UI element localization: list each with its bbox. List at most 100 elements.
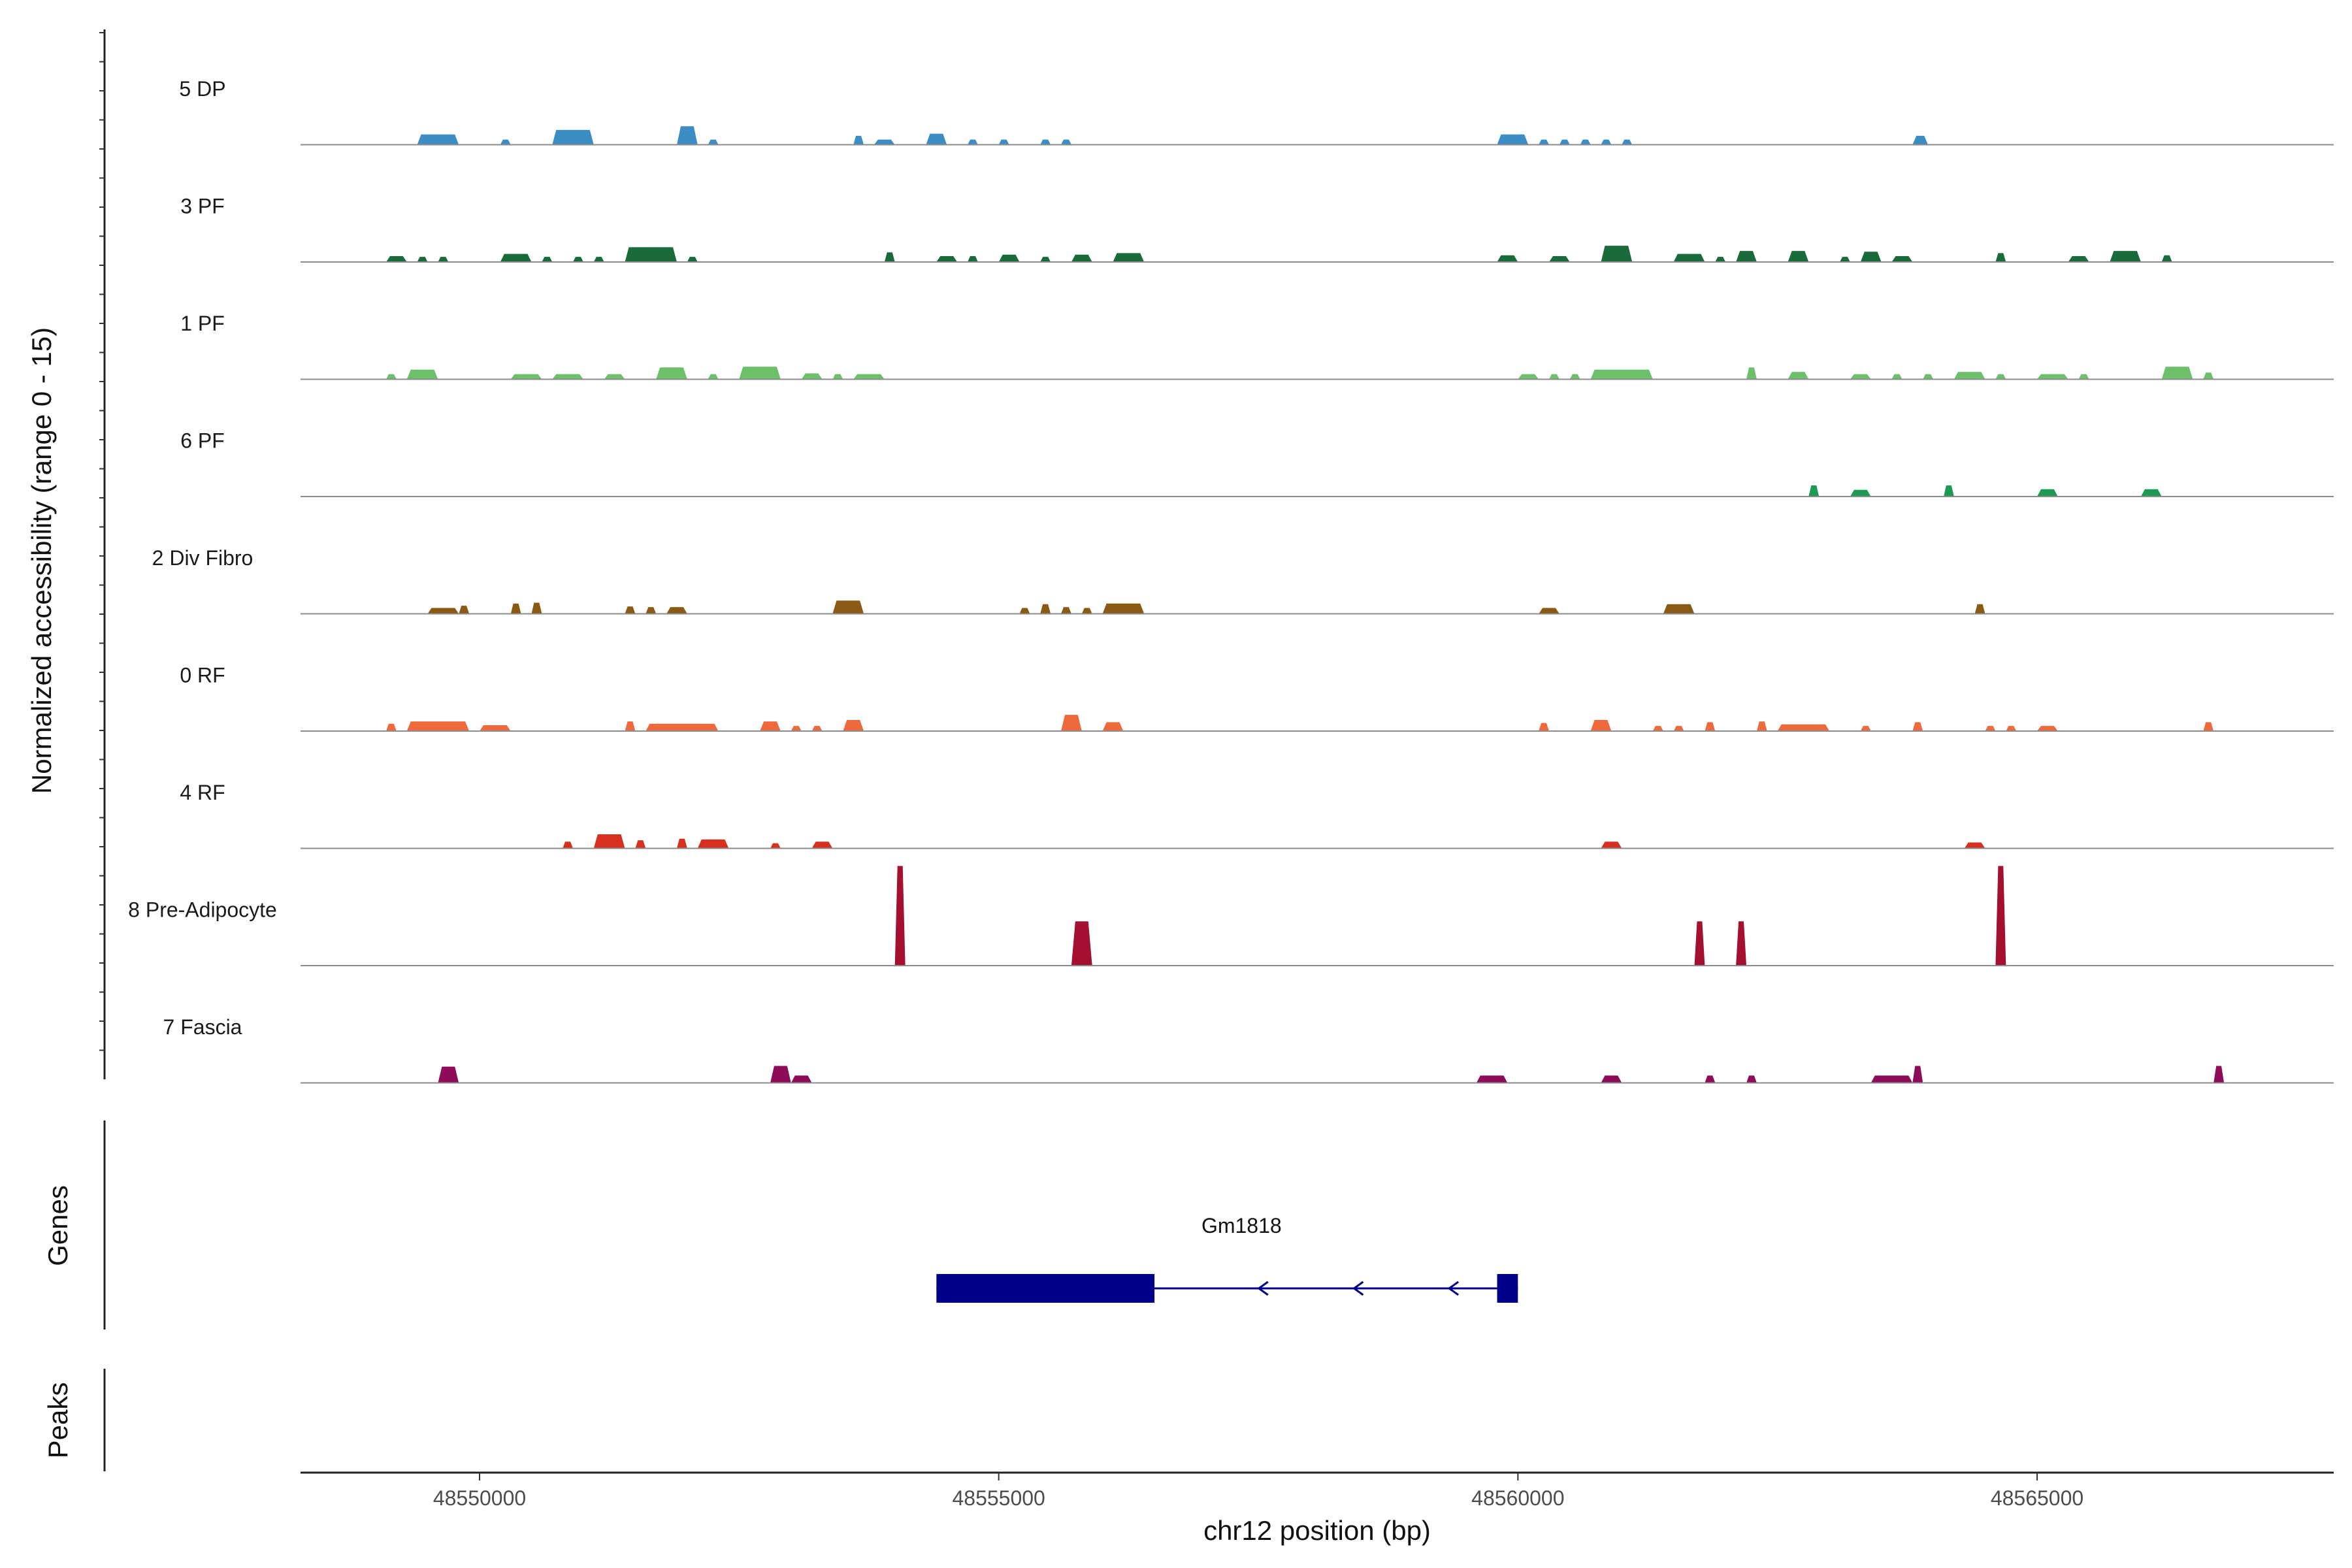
track-label: 2 Div Fibro: [152, 546, 253, 570]
x-tick-label: 48565000: [1991, 1486, 2083, 1510]
coverage-peak: [791, 1075, 812, 1083]
track-7-fascia: 7 Fascia: [163, 1015, 2334, 1084]
coverage-peak: [1923, 374, 1934, 380]
track-0-rf: 0 RF: [180, 664, 2334, 732]
coverage-peak: [708, 374, 719, 380]
coverage-peak: [1860, 252, 1882, 262]
coverage-peak: [1601, 1075, 1622, 1083]
coverage-peak: [2110, 251, 2141, 262]
coverage-peak: [1569, 374, 1580, 380]
coverage-peak: [500, 253, 532, 262]
coverage-peak: [1788, 251, 1809, 262]
coverage-peak: [739, 367, 781, 380]
coverage-peak: [2068, 256, 2089, 262]
coverage-peak: [1694, 921, 1705, 966]
x-tick-label: 48555000: [952, 1486, 1045, 1510]
coverage-peak: [1071, 921, 1092, 966]
coverage-peak: [832, 374, 843, 380]
coverage-peak: [770, 843, 781, 849]
coverage-peak: [438, 257, 449, 262]
coverage-peak: [1102, 722, 1124, 731]
coverage-peak: [1081, 608, 1092, 614]
coverage-peak: [1601, 139, 1612, 145]
coverage-peak: [697, 839, 729, 849]
coverage-peak: [604, 374, 625, 380]
coverage-peak: [500, 139, 511, 145]
coverage-peak: [552, 129, 594, 145]
coverage-peak: [656, 367, 687, 380]
coverage-peak: [1912, 1066, 1923, 1083]
coverage-peak: [1673, 726, 1684, 731]
coverage-peak: [406, 721, 470, 731]
coverage-peak: [1860, 726, 1871, 731]
track-1-pf: 1 PF: [180, 312, 2334, 380]
coverage-peak: [1590, 720, 1612, 731]
coverage-tracks: 5 DP 3 PF 1 PF 6 PF 2 Div Fibro 0 RF 4 RF 8 Pre…: [128, 77, 2334, 1084]
gene-gm1818: Gm1818: [936, 1214, 1518, 1303]
x-tick-label: 48560000: [1471, 1486, 1564, 1510]
coverage-peak: [573, 257, 583, 262]
coverage-peak: [1673, 253, 1705, 262]
coverage-peak: [926, 133, 947, 145]
coverage-peak: [1912, 135, 1929, 145]
coverage-peak: [1497, 134, 1529, 145]
coverage-peak: [666, 607, 687, 614]
coverage-peak: [625, 606, 636, 614]
coverage-peak: [1113, 253, 1145, 262]
coverage-peak: [1580, 139, 1591, 145]
coverage-peak: [843, 720, 864, 731]
coverage-peak: [1891, 256, 1913, 262]
coverage-peak: [884, 252, 895, 262]
coverage-peak: [2006, 726, 2017, 731]
coverage-peak: [510, 603, 521, 614]
coverage-peak: [1040, 139, 1051, 145]
coverage-peak: [417, 134, 459, 145]
coverage-peak: [635, 840, 646, 849]
coverage-peak: [1788, 372, 1809, 380]
coverage-peak: [625, 247, 677, 262]
coverage-peak: [1549, 256, 1570, 262]
coverage-peak: [1995, 374, 2006, 380]
coverage-peak: [1715, 257, 1726, 262]
coverage-peak: [853, 374, 885, 380]
coverage-peak: [998, 254, 1020, 262]
coverage-peak: [936, 256, 958, 262]
coverage-peak: [625, 721, 636, 731]
coverage-peak: [427, 608, 459, 614]
coverage-peak: [1601, 841, 1622, 849]
coverage-peak: [687, 257, 698, 262]
coverage-y-axis-ticks: [99, 32, 105, 1051]
coverage-peak: [542, 257, 553, 262]
coverage-peak: [1040, 604, 1051, 614]
track-8-pre-adipocyte: 8 Pre-Adipocyte: [128, 866, 2334, 966]
coverage-peak: [1912, 722, 1923, 731]
track-6-pf: 6 PF: [180, 429, 2334, 497]
coverage-peak: [1985, 726, 1996, 731]
coverage-peak: [386, 723, 397, 731]
coverage-peak: [563, 841, 573, 849]
track-label: 3 PF: [180, 195, 225, 218]
coverage-peak: [968, 256, 978, 262]
coverage-peak: [2203, 372, 2214, 380]
strand-arrow: [1352, 1281, 1364, 1296]
coverage-peak: [386, 256, 407, 262]
coverage-peak: [1102, 603, 1145, 614]
coverage-peak: [2037, 726, 2058, 731]
coverage-peak: [406, 369, 438, 380]
coverage-peak: [770, 1066, 791, 1083]
coverage-peak: [1071, 254, 1092, 262]
coverage-peak: [2037, 489, 2058, 497]
coverage-peak: [832, 600, 864, 614]
coverage-peak: [1705, 722, 1716, 731]
coverage-peak: [998, 139, 1009, 145]
coverage-peak: [1736, 921, 1746, 966]
gene-exon: [1497, 1274, 1518, 1303]
coverage-peak: [2203, 722, 2214, 731]
coverage-peak: [1953, 372, 1985, 380]
coverage-peak: [593, 257, 604, 262]
coverage-peak: [1061, 715, 1082, 731]
gene-label: Gm1818: [1201, 1214, 1282, 1237]
coverage-peak: [1497, 255, 1518, 262]
coverage-peak: [708, 139, 719, 145]
coverage-peak: [791, 726, 802, 731]
